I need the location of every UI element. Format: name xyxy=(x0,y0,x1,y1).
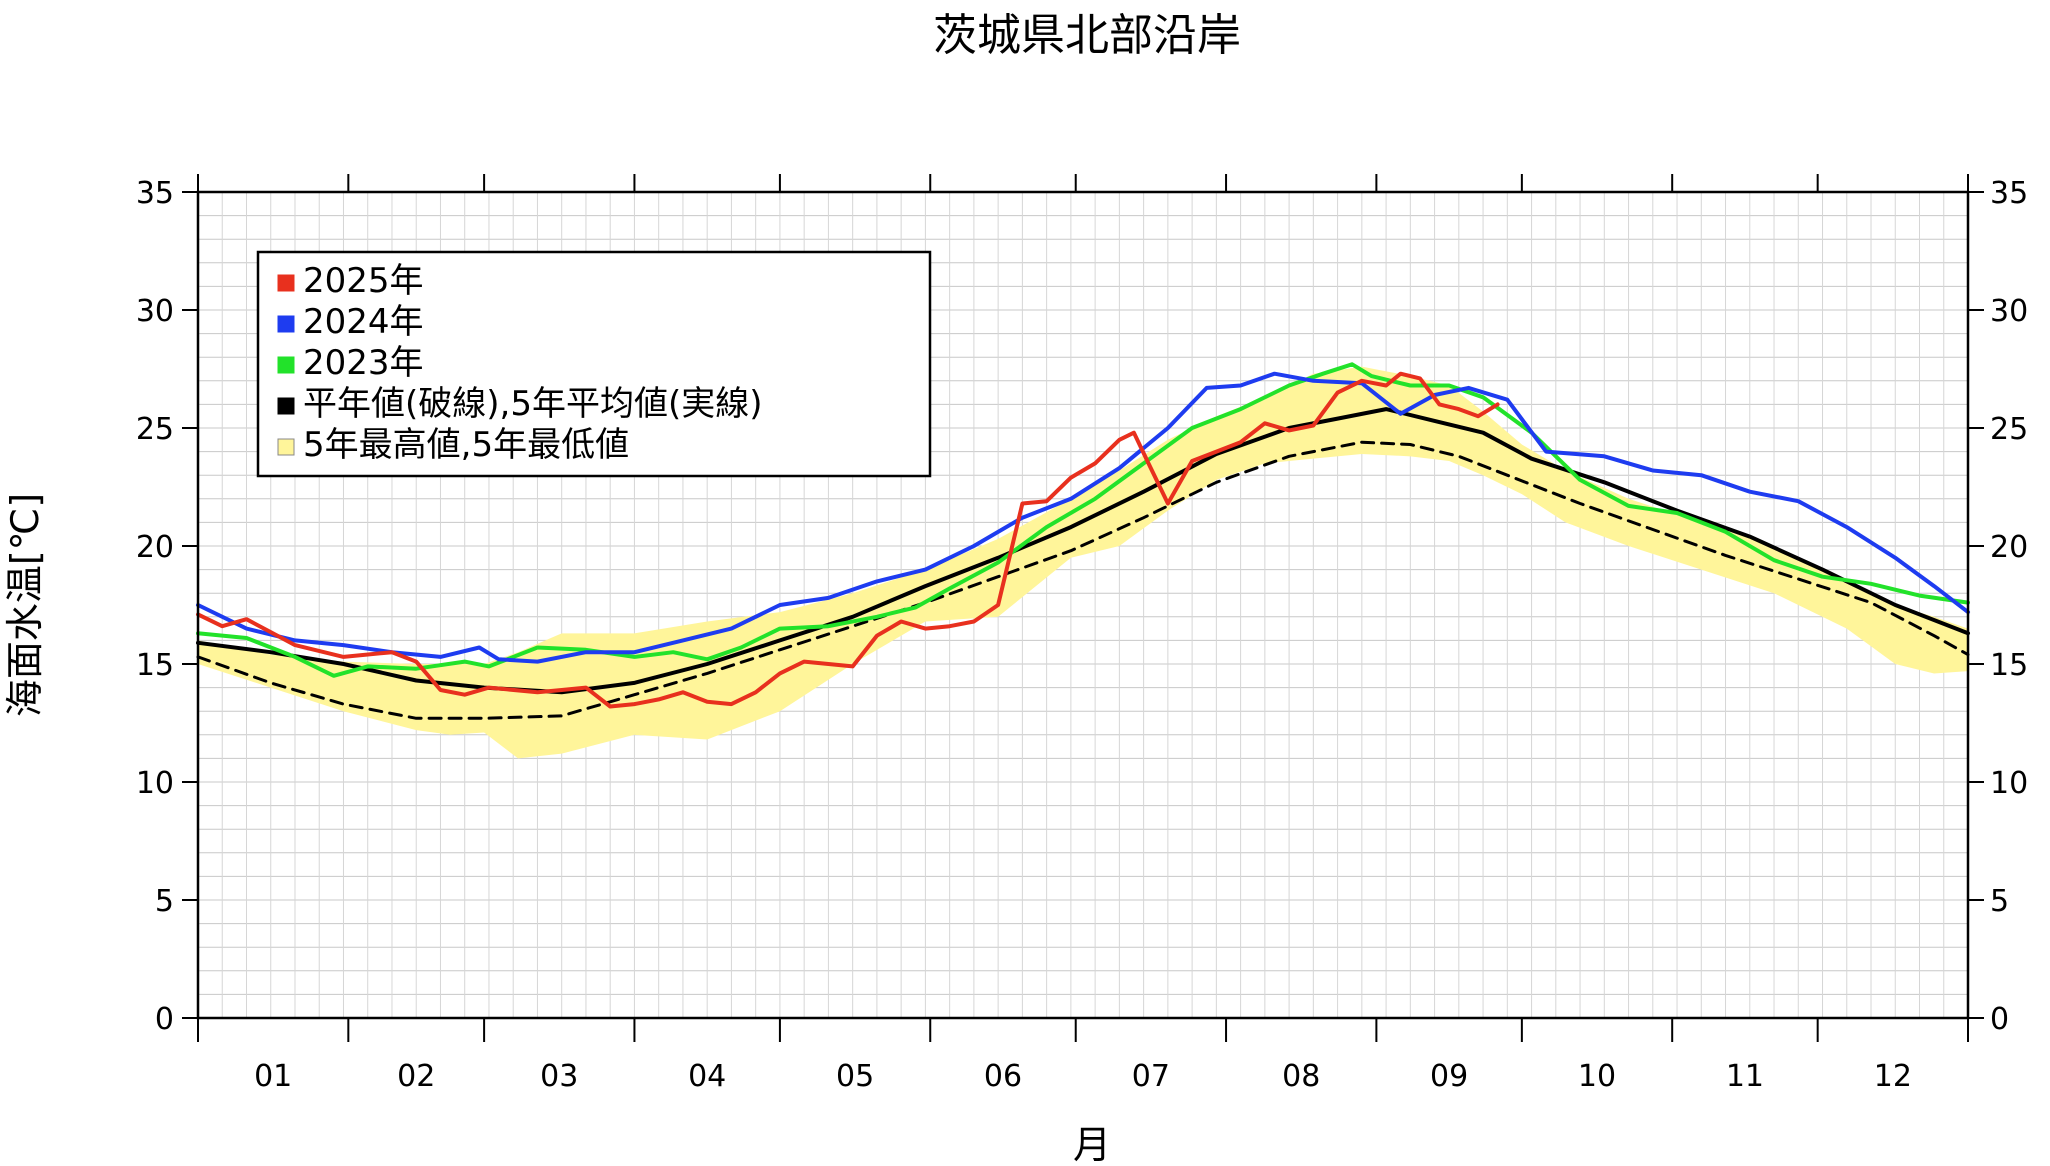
x-tick-label: 02 xyxy=(397,1059,435,1094)
y-tick-label-right: 5 xyxy=(1990,884,2009,919)
x-tick-label: 09 xyxy=(1430,1059,1468,1094)
x-tick-label: 07 xyxy=(1132,1059,1170,1094)
y-ticks-right: 0 5 10 15 20 25 30 35 xyxy=(1968,176,2028,1037)
legend-entry: 2025年 xyxy=(303,261,424,301)
y-tick-label-right: 30 xyxy=(1990,294,2028,329)
series-line-2025年 xyxy=(196,371,1500,709)
x-axis-label: 月 xyxy=(1073,1123,1111,1166)
y-tick-label: 25 xyxy=(136,412,174,447)
legend-swatch xyxy=(277,315,295,333)
y-tick-label-right: 0 xyxy=(1990,1002,2009,1037)
x-tick-label: 05 xyxy=(836,1059,874,1094)
y-tick-label: 10 xyxy=(136,766,174,801)
chart-title: 茨城県北部沿岸 xyxy=(933,10,1241,61)
x-tick-label: 11 xyxy=(1726,1059,1764,1094)
x-tick-label: 06 xyxy=(984,1059,1022,1094)
series-line-2024年 xyxy=(196,371,1970,664)
legend-swatch xyxy=(277,274,295,292)
x-tick-label: 01 xyxy=(254,1059,292,1094)
y-tick-label-right: 35 xyxy=(1990,176,2028,211)
y-tick-label-right: 15 xyxy=(1990,648,2028,683)
band-5yr-max-min xyxy=(198,366,1968,759)
y-tick-label: 15 xyxy=(136,648,174,683)
x-tick-label: 08 xyxy=(1282,1059,1320,1094)
legend-entry: 2023年 xyxy=(303,343,424,383)
y-tick-label: 5 xyxy=(155,884,174,919)
y-tick-label: 0 xyxy=(155,1002,174,1037)
y-tick-label: 30 xyxy=(136,294,174,329)
y-tick-label: 20 xyxy=(136,530,174,565)
y-tick-label-right: 20 xyxy=(1990,530,2028,565)
x-tick-label: 10 xyxy=(1578,1059,1616,1094)
y-tick-label-right: 10 xyxy=(1990,766,2028,801)
legend-swatch xyxy=(277,397,295,415)
legend-swatch xyxy=(277,356,295,374)
plot-frame xyxy=(196,190,1970,1020)
legend: 2025年2024年2023年平年値(破線),5年平均値(実線)5年最高値,5年… xyxy=(256,250,932,478)
band-layer xyxy=(198,366,1968,759)
x-tick-label: 03 xyxy=(540,1059,578,1094)
legend-swatch xyxy=(277,438,295,456)
legend-entry: 5年最高値,5年最低値 xyxy=(303,425,629,465)
y-ticks-left: 0 5 10 15 20 25 30 35 xyxy=(136,176,198,1037)
x-tick-label: 04 xyxy=(688,1059,726,1094)
legend-entry: 平年値(破線),5年平均値(実線) xyxy=(303,384,763,424)
series-line-2023年 xyxy=(196,362,1970,678)
y-axis-label: 海面水温[℃] xyxy=(3,493,47,717)
series-line-平年値 xyxy=(196,440,1970,720)
x-ticks: 01 02 03 04 05 06 07 08 09 10 11 12 xyxy=(197,174,1969,1094)
y-tick-label-right: 25 xyxy=(1990,412,2028,447)
series-layer xyxy=(196,362,1970,720)
x-tick-label: 12 xyxy=(1874,1059,1912,1094)
legend-entry: 2024年 xyxy=(303,302,424,342)
y-tick-label: 35 xyxy=(136,176,174,211)
legend-box xyxy=(256,250,932,478)
